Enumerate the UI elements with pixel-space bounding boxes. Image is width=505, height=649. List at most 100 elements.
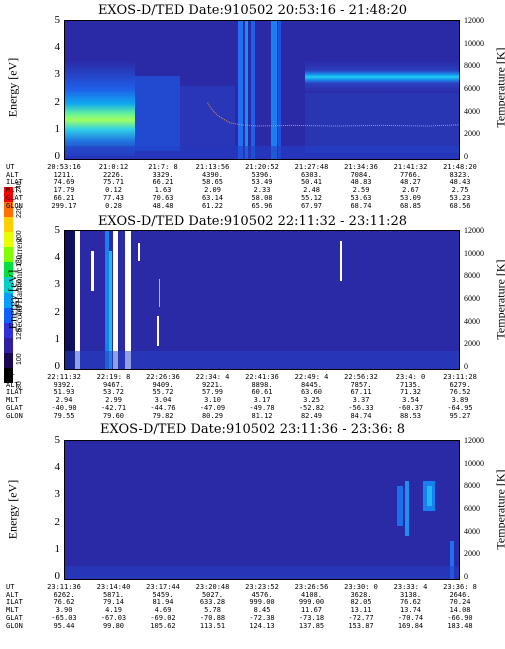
y-tick-label: 3 [54,278,61,291]
info-cell: -47.09 [199,403,226,412]
right-tick-label: 0 [464,572,468,581]
info-cell: 99.80 [102,621,125,630]
right-tick-label: 12000 [464,436,484,445]
right-tick-label: 6000 [464,84,480,93]
info-cell: 84.74 [350,411,372,420]
info-cell: -60.37 [397,403,424,412]
spectrogram-1 [65,21,459,159]
temperature-trace [207,102,459,127]
info-cell: 3.90 [55,606,73,615]
info-cell: 57.99 [201,388,224,397]
info-cell: 169.84 [397,621,424,630]
info-cell: 48.27 [399,178,422,187]
info-cell: 2.99 [105,396,122,405]
info-cell: 79.82 [152,411,174,420]
spectrogram-3 [65,441,459,579]
y-tick-label: 0 [54,570,61,582]
info-cell: 23:30: 0 [344,583,378,591]
info-cell: 76.62 [53,598,75,607]
right-tick-label: 2000 [464,549,480,559]
panel-3: EXOS-D/TED Date:910502 23:11:36 - 23:36:… [0,422,505,649]
y-tick-label: 4 [54,251,61,264]
info-cell: 75.71 [102,178,125,187]
info-cell: 105.62 [150,621,176,630]
right-tick-label: 2000 [464,129,480,139]
info-cell: 3329. [152,170,174,179]
info-cell: 2.09 [204,186,221,195]
info-cell: 67.97 [300,201,323,210]
spectrogram-plot-1 [64,20,460,160]
info-cell: 79.60 [102,411,125,420]
info-row-label: ALT [6,590,19,599]
info-cell: 51.93 [53,388,75,397]
info-cell: 21:34:36 [344,163,378,171]
info-cell: 53.63 [350,193,372,202]
info-cell: 68.56 [449,201,471,210]
info-cell: 4.69 [154,606,172,615]
panel-1: EXOS-D/TED Date:910502 20:53:16 - 21:48:… [0,0,505,215]
info-cell: 21:48:20 [443,163,477,171]
colorbar-segment [4,277,13,294]
info-cell: 13.11 [350,606,372,615]
y-tick-label: 2 [54,305,61,318]
info-cell: 23:33: 4 [393,583,428,591]
info-cell: 3.10 [204,396,221,405]
info-cell: 4390. [201,170,224,179]
info-cell: -66.90 [447,613,473,622]
info-cell: 21:27:48 [294,163,329,171]
right-tick-label: 10000 [464,458,484,468]
info-cell: 71.32 [399,388,422,397]
info-cell: 22:34: 4 [195,373,230,381]
y-axis-label: Energy [eV] [5,57,20,118]
right-axis-label: Temperature [K] [493,47,505,128]
info-cell: 70.24 [449,598,471,607]
colorbar-segment [4,307,13,324]
info-cell: 14.08 [449,606,471,615]
info-cell: 9221. [201,380,224,389]
info-cell: 3.25 [303,396,320,405]
info-cell: -65.03 [51,613,77,622]
y-tick-label: 1 [54,332,61,345]
info-cell: 3138. [399,590,422,599]
info-row-label: UT [6,373,15,381]
right-tick-label: 2000 [464,339,480,349]
info-cell: 6303. [300,170,323,179]
info-cell: 8445. [300,380,323,389]
info-cell: 5396. [251,170,273,179]
info-cell: 55.72 [152,388,174,397]
info-cell: 3.04 [154,396,172,405]
info-cell: 5459. [152,590,174,599]
info-cell: 66.21 [152,178,174,187]
info-cell: -67.03 [100,613,127,622]
info-cell: 68.85 [399,201,422,210]
info-cell: -49.78 [249,403,275,412]
info-cell: 63.60 [300,388,323,397]
y-tick-label: 4 [54,41,61,54]
info-cell: 7857. [350,380,372,389]
info-cell: 2.33 [253,186,271,195]
info-cell: 8.45 [253,606,271,615]
right-tick-label: 8000 [464,271,480,281]
info-row-label: MLT [6,396,19,405]
info-cell: 1.63 [154,186,172,195]
info-cell: 5.78 [204,606,221,615]
info-cell: 23:26:56 [294,583,329,591]
right-tick-label: 12000 [464,226,484,235]
info-cell: 999.00 [249,598,275,607]
info-row-label: ALT [6,170,19,179]
colorbar-segment [4,367,13,384]
info-row-label: GLAT [6,403,23,412]
info-cell: 53.09 [399,193,422,202]
info-row-label: MLT [6,606,19,615]
colorbar-segment [4,217,13,233]
info-cell: 60.61 [251,388,273,397]
info-cell: -70.88 [199,613,226,622]
info-cell: -44.76 [150,403,176,412]
info-cell: 299.17 [51,201,77,210]
info-cell: 137.85 [298,621,325,630]
info-cell: -42.71 [100,403,127,412]
info-cell: 88.53 [399,411,422,420]
info-cell: 7766. [399,170,422,179]
right-tick-label: 8000 [464,61,480,71]
info-row-label: GLON [6,411,23,420]
